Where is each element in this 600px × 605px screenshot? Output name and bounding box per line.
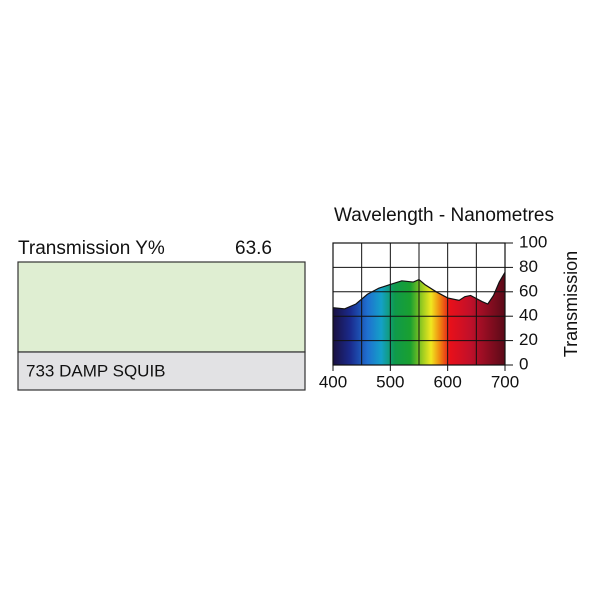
y-tick-label: 100 (519, 232, 547, 251)
transmission-label: Transmission Y% (18, 238, 165, 259)
y-tick-label: 80 (519, 257, 538, 276)
chart-title: Wavelength - Nanometres (334, 205, 554, 226)
transmission-value: 63.6 (235, 238, 272, 259)
y-axis-label: Transmission (561, 251, 581, 357)
x-tick-label: 500 (376, 372, 404, 391)
y-tick-label: 60 (519, 281, 538, 300)
swatch (17, 261, 306, 353)
filter-name: 733 DAMP SQUIB (26, 361, 166, 380)
y-tick-label: 40 (519, 306, 538, 325)
spectrum-line (332, 271, 506, 310)
x-tick-label: 600 (433, 372, 461, 391)
plot: 0 20 40 60 80 100 400 500 600 700 (319, 232, 548, 391)
x-tick-label: 700 (491, 372, 519, 391)
x-tick-label: 400 (319, 372, 347, 391)
y-tick-label: 0 (519, 354, 528, 373)
name-box (17, 351, 306, 391)
plot-border (332, 242, 506, 366)
y-tick-label: 20 (519, 330, 538, 349)
